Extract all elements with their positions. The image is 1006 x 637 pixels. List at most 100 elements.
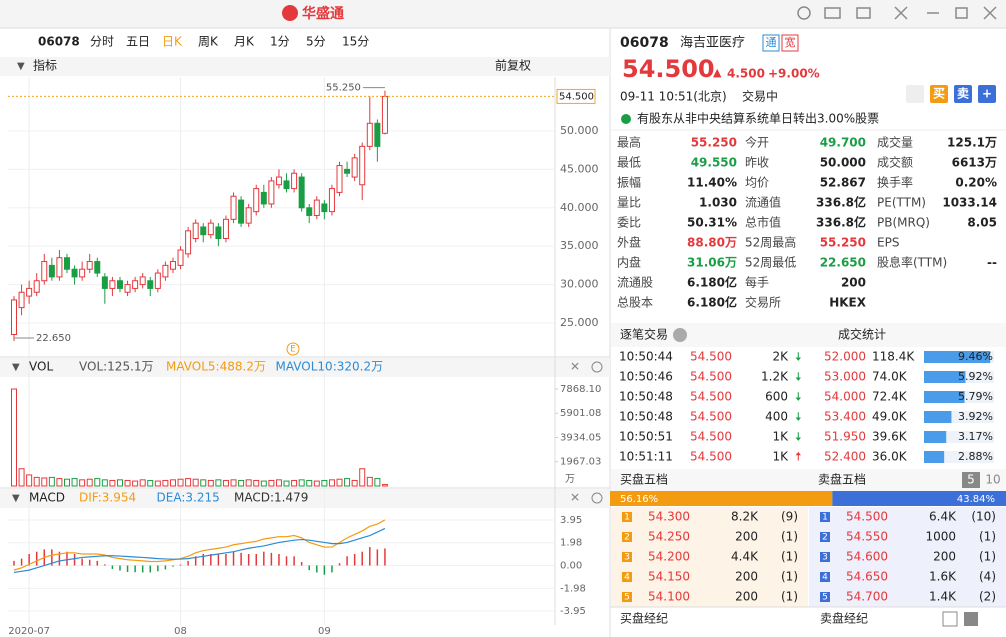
trade-button-label[interactable]: 买	[933, 87, 945, 101]
list-icon[interactable]	[942, 611, 958, 627]
x-tick-label: 09	[318, 626, 331, 637]
candle-body	[48, 264, 55, 278]
title-bar	[0, 0, 1006, 28]
maximize-button[interactable]	[955, 7, 968, 19]
candle-body	[124, 284, 131, 293]
level: 1	[624, 513, 630, 523]
vol-legend: MAVOL10:320.2万	[276, 360, 384, 374]
stat-value: 6.180亿	[687, 295, 737, 310]
volume-bar	[11, 388, 17, 487]
collapse-arrow: ▼	[12, 493, 20, 504]
trade-time: 10:51:11	[619, 450, 673, 464]
trade-volume: 600	[765, 390, 788, 404]
volume-bar	[275, 479, 282, 487]
shrink-icon[interactable]	[894, 6, 908, 20]
candle-body	[298, 176, 305, 209]
price-change: 4.500	[727, 67, 765, 81]
trade-button[interactable]	[954, 85, 972, 103]
level: 5	[822, 593, 828, 603]
stat-price: 53.000	[824, 370, 866, 384]
mail-icon[interactable]	[824, 7, 841, 19]
skin-icon[interactable]	[856, 7, 871, 19]
vol-legend: MAVOL5:488.2万	[166, 360, 266, 374]
macd-header	[0, 489, 610, 508]
section-header	[611, 469, 1006, 491]
level: 3	[822, 553, 828, 563]
book-volume: 1.6K	[929, 570, 957, 584]
stat-price: 52.400	[824, 450, 866, 464]
trade-price: 54.500	[690, 450, 732, 464]
book-volume: 200	[735, 570, 758, 584]
stat-label: 昨收	[745, 156, 769, 170]
depth-option[interactable]: 10	[985, 473, 1000, 487]
ask-ratio: 43.84%	[957, 494, 995, 505]
up-arrow: ▲	[713, 66, 722, 79]
volume-bar	[336, 478, 343, 487]
level-box	[622, 592, 632, 602]
volume-bar	[328, 479, 335, 487]
period-tab[interactable]: 1分	[270, 35, 290, 49]
app-title: 华盛通	[302, 5, 344, 22]
high-label: 55.250	[326, 83, 361, 94]
candle-body	[185, 230, 192, 255]
settings-icon[interactable]	[591, 492, 603, 504]
book-price: 54.150	[648, 570, 690, 584]
share-label: 3.17%	[958, 430, 993, 443]
stat-value: 125.1万	[947, 136, 997, 150]
settings-icon[interactable]	[591, 361, 603, 373]
event-label[interactable]: E	[290, 345, 296, 355]
notice[interactable]: 有股东从非中央结算系统单日转出3.00%股票	[637, 111, 879, 126]
candle-body	[63, 257, 70, 270]
stat-label: 成交量	[877, 135, 913, 150]
depth-option[interactable]: 5	[967, 473, 975, 487]
alert-button[interactable]	[906, 85, 924, 103]
adjust-select[interactable]: 前复权	[495, 58, 531, 73]
period-tab[interactable]: 周K	[198, 35, 219, 49]
candle-body	[215, 226, 222, 240]
period-tab[interactable]: 日K	[162, 35, 183, 49]
stat-volume: 36.0K	[872, 450, 908, 464]
share-label: 2.88%	[958, 450, 993, 463]
candle-body	[79, 268, 86, 278]
close-button[interactable]	[983, 6, 997, 20]
view-icon[interactable]	[964, 612, 978, 626]
trade-button-label[interactable]: +	[982, 87, 992, 101]
stat-value: 50.31%	[687, 216, 737, 230]
volume-bar	[260, 480, 267, 487]
trade-button-label[interactable]: 卖	[957, 86, 969, 101]
stat-volume: 74.0K	[872, 370, 908, 384]
close-panel[interactable]: ✕	[570, 491, 580, 505]
period-tab[interactable]: 5分	[306, 35, 326, 49]
section-header	[611, 323, 1006, 347]
candle-body	[366, 122, 373, 147]
volume-bar	[116, 479, 123, 487]
support-icon[interactable]	[797, 6, 811, 20]
period-tab[interactable]: 15分	[342, 35, 369, 49]
trade-price: 54.500	[690, 410, 732, 424]
candle-body	[230, 195, 237, 220]
event-marker[interactable]	[286, 342, 300, 356]
depth-box[interactable]	[962, 472, 980, 488]
trade-direction: 🠇	[795, 430, 802, 444]
trade-button[interactable]	[930, 85, 948, 103]
volume-bar	[147, 479, 154, 487]
book-volume: 1000	[925, 530, 956, 544]
broker-title: 买盘经纪	[620, 611, 668, 626]
period-tab[interactable]: 月K	[234, 35, 255, 49]
indicator-label[interactable]: 指标	[33, 58, 57, 73]
y-tick-label: -1.98	[560, 583, 586, 594]
stat-label: 总股本	[617, 296, 653, 310]
trade-button[interactable]	[978, 85, 996, 103]
collapse-arrow[interactable]: ▼	[17, 61, 25, 72]
period-tab[interactable]: 分时	[90, 35, 114, 49]
help-icon[interactable]	[673, 328, 687, 342]
stat-value: 6.180亿	[687, 275, 737, 290]
candle-body	[139, 276, 146, 286]
period-tab[interactable]: 五日	[126, 35, 150, 49]
close-panel[interactable]: ✕	[570, 360, 580, 374]
volume-bar	[381, 483, 388, 487]
stat-value: 52.867	[820, 176, 866, 190]
volume-bar	[94, 478, 101, 487]
stat-label: 振幅	[617, 175, 641, 190]
stat-label: 股息率(TTM)	[877, 255, 947, 270]
